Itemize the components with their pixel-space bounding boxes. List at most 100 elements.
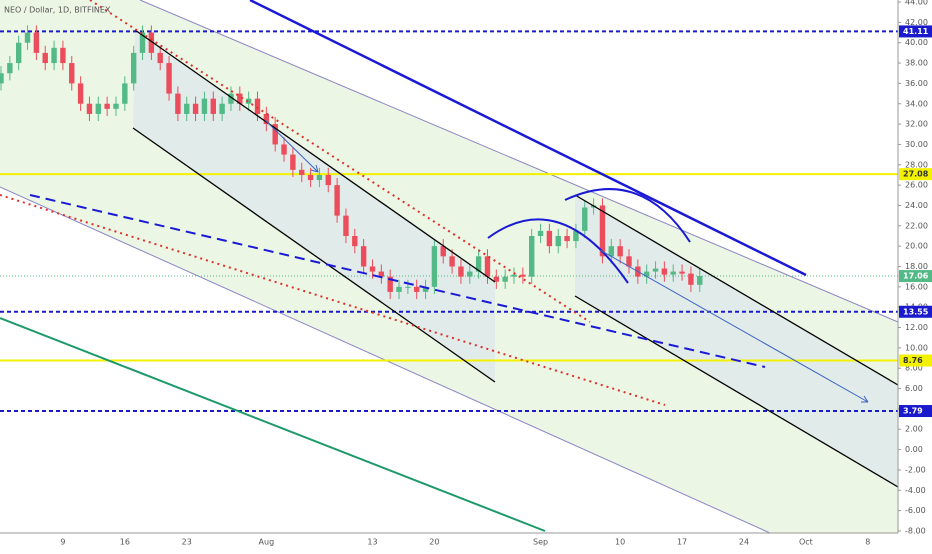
trend-line [574,194,899,386]
candle-body [157,52,163,64]
arc [564,188,691,243]
channel-line [139,0,899,323]
candle-body [360,246,367,267]
candle-body [529,235,535,277]
candle-body [130,52,137,84]
price-label: 17.06 [903,272,929,281]
candle-body [299,169,305,175]
candle-body [184,103,190,114]
y-tick-label: -2.00 [905,465,926,474]
candle-body [661,268,668,275]
candle-body [33,32,40,53]
candle-body [537,230,544,236]
candle-body [484,256,491,277]
candle-body [502,276,508,282]
price-label-box [899,168,932,181]
price-label-box [899,405,932,418]
arrow-head [310,164,319,173]
candle-body [0,73,4,84]
candle-body [334,185,340,216]
candle-body [511,274,517,277]
candle-body [688,273,694,285]
candle-body [582,207,588,231]
candle-body [670,271,676,275]
dotted-line [0,194,666,406]
y-tick-label: 38.00 [905,59,928,68]
price-label: 27.08 [903,170,929,179]
candle-body [440,246,446,257]
dashed-line [29,194,766,368]
candle-body [343,215,349,236]
y-tick-label: -6.00 [905,506,926,515]
y-tick-label: 6.00 [905,384,923,393]
candle-body [564,235,570,242]
candle-body [369,266,376,272]
candle-body [24,32,31,43]
x-tick-label: 23 [182,538,192,547]
candle-body [237,93,243,104]
candle-body [95,103,101,114]
x-tick-label: Sep [533,538,548,547]
candle-body [201,98,208,114]
y-tick-label: 16.00 [905,282,928,291]
x-tick-label: 17 [677,538,687,547]
candle-body [7,63,13,74]
y-tick-label: 32.00 [905,120,928,129]
candle-body [405,286,411,288]
arrow [264,119,319,173]
price-label-box [899,270,932,283]
candle-body [643,271,650,277]
arrow [599,249,869,403]
arc [487,218,629,284]
trend-line [249,0,807,277]
y-tick-label: 18.00 [905,262,928,271]
candle-body [493,276,500,282]
candle-body [431,246,438,287]
y-tick-label: 44.00 [905,0,928,7]
trend-line [134,29,496,283]
candle-body [378,271,385,277]
candle-body [281,144,287,155]
candle-body [51,47,57,64]
x-tick-label: 24 [739,538,749,547]
candle-body [86,103,93,114]
price-label-box [899,354,932,367]
candle-body [316,174,323,181]
y-tick-label: 2.00 [905,425,923,434]
y-tick-label: 30.00 [905,140,928,149]
candle-body [42,52,48,64]
price-label: 3.79 [903,407,923,416]
candle-body [272,124,278,145]
candle-body [387,276,393,292]
y-tick-label: -8.00 [905,526,926,535]
price-label-box [899,305,932,318]
candle-body [475,256,482,272]
x-tick-label: 13 [367,538,377,547]
arrow-head [861,395,869,403]
candle-body [352,235,358,247]
candle-body [254,98,261,114]
x-tick-label: 20 [429,538,439,547]
candles [0,25,703,300]
y-tick-label: 24.00 [905,201,928,210]
candle-body [520,274,526,277]
drawings [0,0,899,532]
y-tick-label: -4.00 [905,486,926,495]
candle-body [77,83,84,104]
candle-body [573,230,579,242]
price-label-box [899,25,932,38]
channel-shade [133,30,495,382]
candle-body [608,246,615,257]
y-tick-label: 10.00 [905,343,928,352]
x-tick-label: 10 [615,538,625,547]
price-lines [0,30,898,413]
x-tick-label: Aug [259,538,275,547]
price-label: 41.11 [903,27,929,36]
candle-body [679,271,685,274]
candle-body [15,42,22,64]
y-tick-label: 22.00 [905,221,928,230]
candle-body [192,103,199,114]
y-tick-label: 12.00 [905,323,928,332]
candle-body [555,235,561,247]
candle-body [626,256,632,267]
